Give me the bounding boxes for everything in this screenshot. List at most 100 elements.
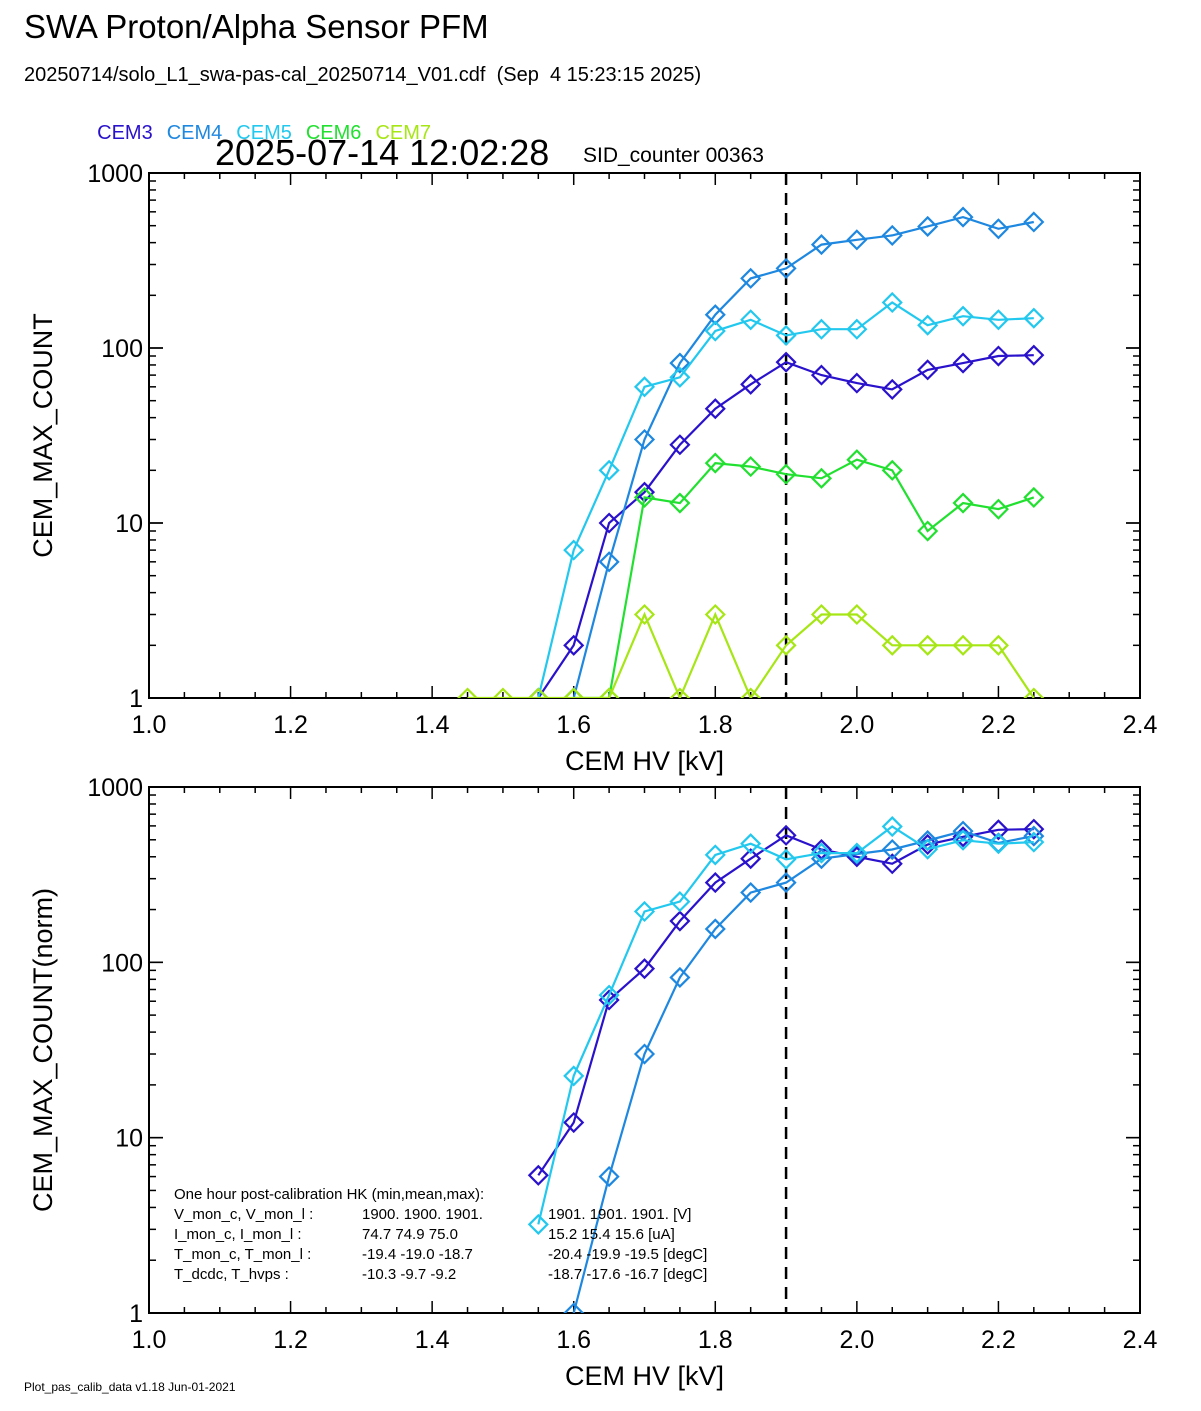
file-subtitle: 20250714/solo_L1_swa-pas-cal_20250714_V0… [24,64,702,86]
data-point [775,324,797,346]
x-axis-label: CEM HV [kV] [565,1361,724,1391]
hk-row-label: T_mon_c, T_mon_l : [174,1246,311,1263]
data-point [704,304,726,326]
series-line [537,301,1034,698]
data-point [740,373,762,395]
data-point [527,687,549,698]
sid-counter: SID_counter 00363 [583,144,764,167]
y-axis-label: CEM_MAX_COUNT [28,313,58,558]
hk-row-label: V_mon_c, V_mon_l : [174,1206,313,1223]
data-point [598,687,620,698]
data-point [1023,687,1045,698]
data-point [881,634,903,656]
data-point [1023,818,1045,840]
hk-row-values-a: -19.4 -19.0 -18.7 [362,1246,473,1263]
data-point [633,900,656,923]
data-point [633,428,656,451]
data-point [527,1164,549,1186]
hk-row-values-b: -18.7 -17.6 -16.7 [degC] [548,1266,707,1283]
data-point [952,634,974,656]
data-point [987,833,1009,855]
x-tick-label: 1.0 [132,711,167,739]
series-line [537,828,1034,1176]
x-tick-label: 1.6 [556,711,591,739]
x-tick-label: 1.0 [132,1326,167,1354]
data-point [1023,825,1045,847]
data-point [810,603,833,626]
x-tick-label: 2.2 [981,711,1016,739]
series-cem4 [563,206,1045,698]
y-tick-label: 1 [129,1300,143,1328]
data-point [669,891,691,913]
data-point [1023,211,1045,233]
x-tick-label: 2.0 [839,1326,874,1354]
y-axis-label: CEM_MAX_COUNT(norm) [28,888,58,1212]
data-point [563,539,585,561]
plot-frame [148,172,1141,699]
data-point [810,467,833,489]
series-cem7 [456,603,1045,698]
data-point [492,687,514,698]
data-point [952,352,974,374]
data-point [704,452,726,474]
data-point [952,206,974,228]
legend-cem6: CEM6 [305,122,362,144]
series-line [572,215,1035,698]
hk-row-values-a: 74.7 74.9 75.0 [362,1226,458,1243]
x-tick-label: 1.6 [556,1326,591,1354]
footer-version: Plot_pas_calib_data v1.18 Jun-01-2021 [24,1380,236,1394]
data-point [846,372,868,394]
timestamp: 2025-07-14 12:02:28 [215,132,550,173]
data-point [987,634,1009,656]
data-point [775,848,797,870]
data-point [775,351,797,373]
data-point [775,634,797,656]
series-cem6 [563,449,1045,698]
data-point [740,833,762,855]
data-point [633,376,656,398]
data-point [669,492,691,514]
x-tick-label: 1.2 [273,711,308,739]
data-point [1023,831,1045,853]
hk-row-values-b: 1901. 1901. 1901. [V] [548,1206,691,1223]
y-tick-label: 10 [115,1125,143,1153]
hk-title: One hour post-calibration HK (min,mean,m… [174,1186,484,1203]
data-point [598,984,620,1006]
data-point [598,512,620,534]
panel-1: 1.0 1.2 1.4 1.6 1.8 2.0 2.2 2.4 1 10 100 1000 CEM HV… [28,160,1157,776]
series-cem3 [527,344,1045,698]
x-tick-label: 1.8 [698,1326,733,1354]
series-cem5 [527,815,1045,1235]
y-tick-label: 1000 [87,160,143,188]
data-point [563,1065,585,1087]
data-point [846,229,868,251]
data-point [775,257,797,279]
data-point [810,318,833,340]
data-point [704,872,726,894]
data-point [775,463,797,485]
x-tick-label: 1.8 [698,711,733,739]
data-point [563,687,585,698]
x-tick-label: 2.0 [839,711,874,739]
chart-title: SWA Proton/Alpha Sensor PFM [24,8,489,45]
x-tick-label: 1.4 [415,711,450,739]
data-point [633,486,656,508]
data-point [987,819,1009,841]
data-point [704,320,726,342]
data-point [881,815,903,838]
data-point [775,824,797,846]
hk-row-label: I_mon_c, I_mon_l : [174,1226,302,1243]
y-tick-label: 10 [115,510,143,538]
data-point [669,434,691,456]
data-point [952,492,974,514]
legend-cem7: CEM7 [375,122,432,144]
data-point [563,634,585,656]
y-tick-label: 1 [129,685,143,713]
data-point [846,449,868,471]
legend-cem4: CEM4 [166,122,223,144]
data-point [669,687,691,698]
data-point [881,291,903,314]
data-point [952,829,974,851]
data-point [598,459,620,481]
